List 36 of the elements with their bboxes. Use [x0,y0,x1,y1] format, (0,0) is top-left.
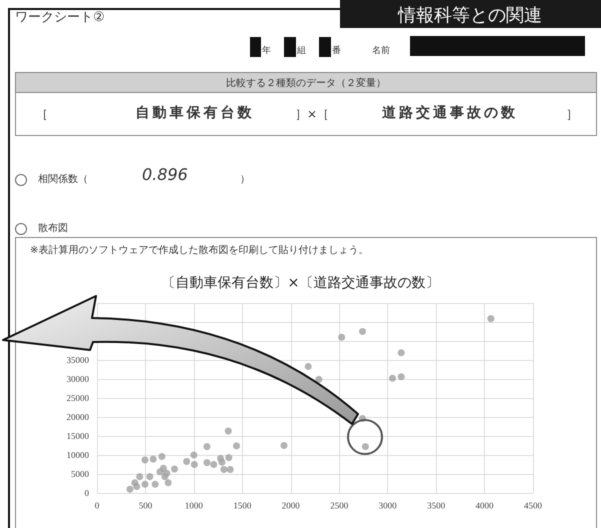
text: 散布図 [38,222,68,235]
text: 番 [332,44,341,57]
x-tick-label: 2000 [282,500,300,510]
x-tick-label: 3000 [378,500,398,510]
text: 名前 [372,44,390,57]
y-tick-label: 10000 [66,450,90,460]
y-tick-label: 30000 [66,374,90,384]
text: ※表計算用のソフトウェアで作成した散布図を印刷して貼り付けましょう。 [30,244,368,257]
y-tick-label: 15000 [66,431,90,441]
text: 道路交通事故の数 [382,104,518,122]
text: ］×［ [294,106,330,123]
x-tick-label: 0 [94,500,100,510]
text: 0.896 [142,165,188,184]
x-tick-label: 1000 [184,500,204,510]
y-tick-label: 35000 [66,355,90,365]
x-tick-label: 500 [138,500,153,510]
text: 情報科等との関連 [398,4,542,27]
x-tick-label: 4500 [524,500,542,510]
text: ワークシート② [15,9,105,26]
text: 年 [262,44,271,57]
y-tick-label: 20000 [66,412,90,422]
x-tick-label: 4000 [476,500,494,510]
x-tick-label: 3500 [427,500,446,510]
text: 組 [297,45,306,57]
y-tick-label: 0 [84,488,90,498]
text: ） [240,173,250,186]
text: ］ [566,106,578,123]
chart-title: 〔自動車保有台数〕×〔道路交通事故の数〕 [162,275,440,291]
y-tick-label: 25000 [66,393,90,403]
x-tick-label: 2500 [330,500,349,510]
text: ［ [36,106,48,123]
x-tick-label: 1500 [233,500,252,510]
text: 相関係数（ [38,172,88,186]
text: 比較する２種類のデータ（２変量） [226,76,386,90]
text: 自動車保有台数 [136,104,254,122]
y-tick-label: 5000 [71,469,90,479]
